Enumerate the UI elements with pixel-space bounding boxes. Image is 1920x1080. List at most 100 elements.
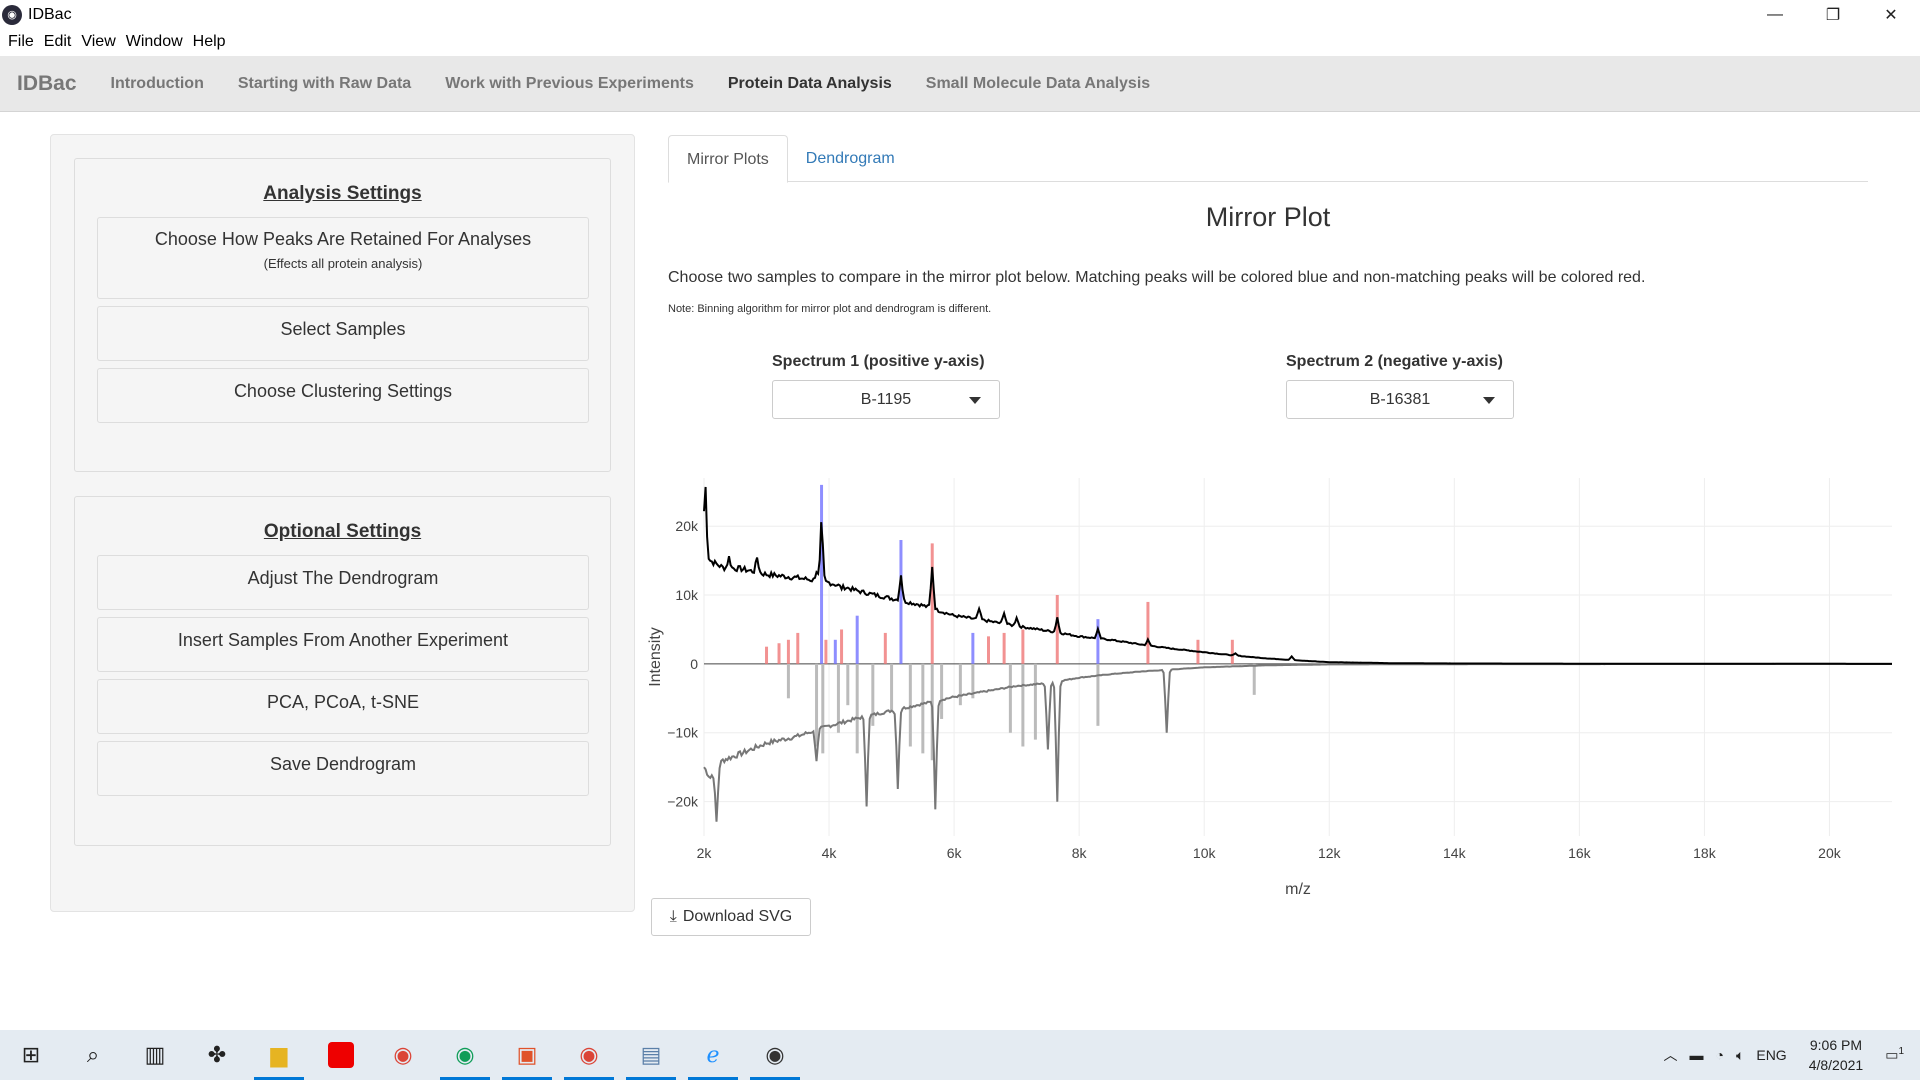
x-tick-label: 6k	[947, 845, 963, 861]
notification-icon[interactable]: ▭1	[1885, 1046, 1904, 1063]
battery-icon[interactable]: ▬	[1689, 1047, 1704, 1063]
edge-icon[interactable]: ℯ	[682, 1030, 744, 1080]
mirror-plot-title: Mirror Plot	[1205, 202, 1331, 232]
spectrum1-selected-value: B-1195	[860, 390, 912, 408]
download-svg-button[interactable]: ⤓ Download SVG	[651, 898, 811, 936]
chevron-up-icon[interactable]: ︿	[1663, 1047, 1678, 1063]
wifi-icon[interactable]: ◔	[1715, 1047, 1724, 1063]
clock[interactable]: 9:06 PM 4/8/2021	[1809, 1035, 1864, 1075]
pca-pcoa-tsne-label: PCA, PCoA, t-SNE	[266, 692, 420, 712]
idbac-icon[interactable]: ◉	[744, 1030, 806, 1080]
x-tick-label: 12k	[1318, 845, 1342, 861]
dictionary-app-icon[interactable]	[310, 1030, 372, 1080]
mirror-plot-svg[interactable]: 2k 4k 6k 8k 10k 12k 14k 16k 18k 20k −20k −10k 0 10k 20…	[640, 468, 1900, 908]
spectrum2-selected-value: B-16381	[1369, 390, 1431, 408]
windows-taskbar: ⊞ ⌕ ▥ ✤ ▆ ◉ ◉ ▣ ◉ ▤ ℯ ◉ ︿ ▬ ◔ 🔈︎ ENG 9:0…	[0, 1030, 1920, 1080]
select-samples-button[interactable]: Select Samples	[97, 306, 589, 361]
peak-retention-sublabel: (Effects all protein analysis)	[263, 256, 423, 271]
x-tick-label: 20k	[1818, 845, 1842, 861]
save-dendrogram-label: Save Dendrogram	[269, 754, 417, 774]
mirror-plot-description: Choose two samples to compare in the mir…	[668, 269, 1646, 286]
image-viewer-icon[interactable]: ▤	[620, 1030, 682, 1080]
menu-window[interactable]: Window	[125, 33, 183, 50]
windows-start-icon[interactable]: ⊞	[21, 1042, 41, 1067]
x-tick-label: 18k	[1693, 845, 1717, 861]
volume-icon[interactable]: 🔈︎	[1735, 1046, 1745, 1063]
optional-settings-title: Optional Settings	[263, 521, 422, 542]
pca-pcoa-tsne-button[interactable]: PCA, PCoA, t-SNE	[97, 679, 589, 734]
y-tick-label: −10k	[667, 725, 699, 741]
pdf-editor-icon[interactable]: ▣	[496, 1030, 558, 1080]
system-tray: ︿ ▬ ◔ 🔈︎ ENG 9:06 PM 4/8/2021 ▭1	[1657, 1030, 1920, 1080]
adjust-dendrogram-button[interactable]: Adjust The Dendrogram	[97, 555, 589, 610]
analysis-settings-title: Analysis Settings	[263, 183, 422, 204]
download-svg-label: Download SVG	[682, 908, 793, 925]
binning-note: Note: Binning algorithm for mirror plot …	[668, 303, 992, 315]
spectrum2-select[interactable]: B-16381	[1286, 380, 1514, 419]
analysis-settings-panel: Analysis Settings Choose How Peaks Are R…	[74, 158, 611, 472]
nav-starting-raw-data[interactable]: Starting with Raw Data	[237, 74, 412, 92]
language-indicator[interactable]: ENG	[1756, 1047, 1787, 1063]
optional-settings-panel: Optional Settings Adjust The Dendrogram …	[74, 496, 611, 846]
x-tick-label: 14k	[1443, 845, 1467, 861]
save-dendrogram-button[interactable]: Save Dendrogram	[97, 741, 589, 796]
notification-count: 1	[1898, 1046, 1904, 1058]
peak-retention-label: Choose How Peaks Are Retained For Analys…	[154, 229, 532, 249]
chrome-profile-icon[interactable]: ◉	[434, 1030, 496, 1080]
x-axis-label: m/z	[1285, 881, 1311, 898]
spectrum1-label: Spectrum 1 (positive y-axis)	[772, 353, 985, 370]
x-tick-label: 8k	[1072, 845, 1088, 861]
search-icon[interactable]: ⌕	[86, 1042, 100, 1067]
close-icon[interactable]: ✕	[1884, 6, 1898, 24]
clustering-settings-button[interactable]: Choose Clustering Settings	[97, 368, 589, 423]
adjust-dendrogram-label: Adjust The Dendrogram	[247, 568, 439, 588]
download-icon: ⤓	[669, 908, 677, 925]
spectrum2-line	[703, 662, 1892, 822]
file-explorer-icon[interactable]: ▆	[248, 1030, 310, 1080]
top-navbar: IDBac Introduction Starting with Raw Dat…	[0, 56, 1920, 112]
y-axis-label: Intensity	[647, 627, 664, 687]
chrome-alt-icon[interactable]: ◉	[558, 1030, 620, 1080]
nav-introduction[interactable]: Introduction	[110, 74, 204, 92]
title-bar: ◉ IDBac — ❐ ✕	[0, 0, 1920, 29]
insert-samples-button[interactable]: Insert Samples From Another Experiment	[97, 617, 589, 672]
menu-edit[interactable]: Edit	[43, 33, 72, 50]
clustering-settings-label: Choose Clustering Settings	[233, 381, 453, 401]
spectrum1-select[interactable]: B-1195	[772, 380, 1000, 419]
menu-bar: File Edit View Window Help	[0, 29, 1920, 55]
tab-mirror-plots[interactable]: Mirror Plots	[668, 135, 788, 183]
nav-small-molecule-analysis[interactable]: Small Molecule Data Analysis	[925, 74, 1151, 92]
x-tick-label: 4k	[822, 845, 838, 861]
peak-retention-button[interactable]: Choose How Peaks Are Retained For Analys…	[97, 217, 589, 299]
menu-view[interactable]: View	[81, 33, 116, 50]
x-tick-label: 2k	[697, 845, 713, 861]
insert-samples-label: Insert Samples From Another Experiment	[177, 630, 509, 650]
x-tick-label: 10k	[1193, 845, 1217, 861]
y-tick-label: 20k	[675, 518, 699, 534]
y-tick-label: 10k	[675, 587, 699, 603]
nav-previous-experiments[interactable]: Work with Previous Experiments	[445, 74, 694, 92]
restore-icon[interactable]: ❐	[1825, 6, 1841, 24]
window-controls: — ❐ ✕	[1746, 0, 1920, 29]
chevron-down-icon	[969, 397, 981, 404]
y-tick-label: −20k	[667, 794, 699, 810]
navbar-brand[interactable]: IDBac	[17, 71, 77, 95]
task-view-icon[interactable]: ▥	[144, 1042, 166, 1067]
spectrum2-label: Spectrum 2 (negative y-axis)	[1286, 353, 1503, 370]
menu-help[interactable]: Help	[192, 33, 226, 50]
idbac-app-icon: ◉	[2, 4, 22, 25]
analysis-tabs: Mirror Plots Dendrogram	[668, 135, 1868, 183]
menu-file[interactable]: File	[8, 33, 34, 50]
chrome-icon[interactable]: ◉	[393, 1042, 413, 1067]
chevron-down-icon	[1483, 397, 1495, 404]
minimize-icon[interactable]: —	[1767, 5, 1783, 23]
clock-date: 4/8/2021	[1808, 1057, 1864, 1073]
tab-dendrogram[interactable]: Dendrogram	[805, 150, 895, 167]
app-pinwheel-icon[interactable]: ✤	[207, 1042, 227, 1067]
nav-protein-analysis[interactable]: Protein Data Analysis	[727, 74, 892, 92]
spectrum1-line	[703, 486, 1892, 665]
settings-sidebar: Analysis Settings Choose How Peaks Are R…	[50, 134, 635, 912]
window-title: IDBac	[28, 5, 72, 23]
select-samples-label: Select Samples	[280, 319, 406, 339]
mirror-plot-chart[interactable]: 2k 4k 6k 8k 10k 12k 14k 16k 18k 20k −20k −10k 0 10k 20…	[640, 468, 1900, 908]
